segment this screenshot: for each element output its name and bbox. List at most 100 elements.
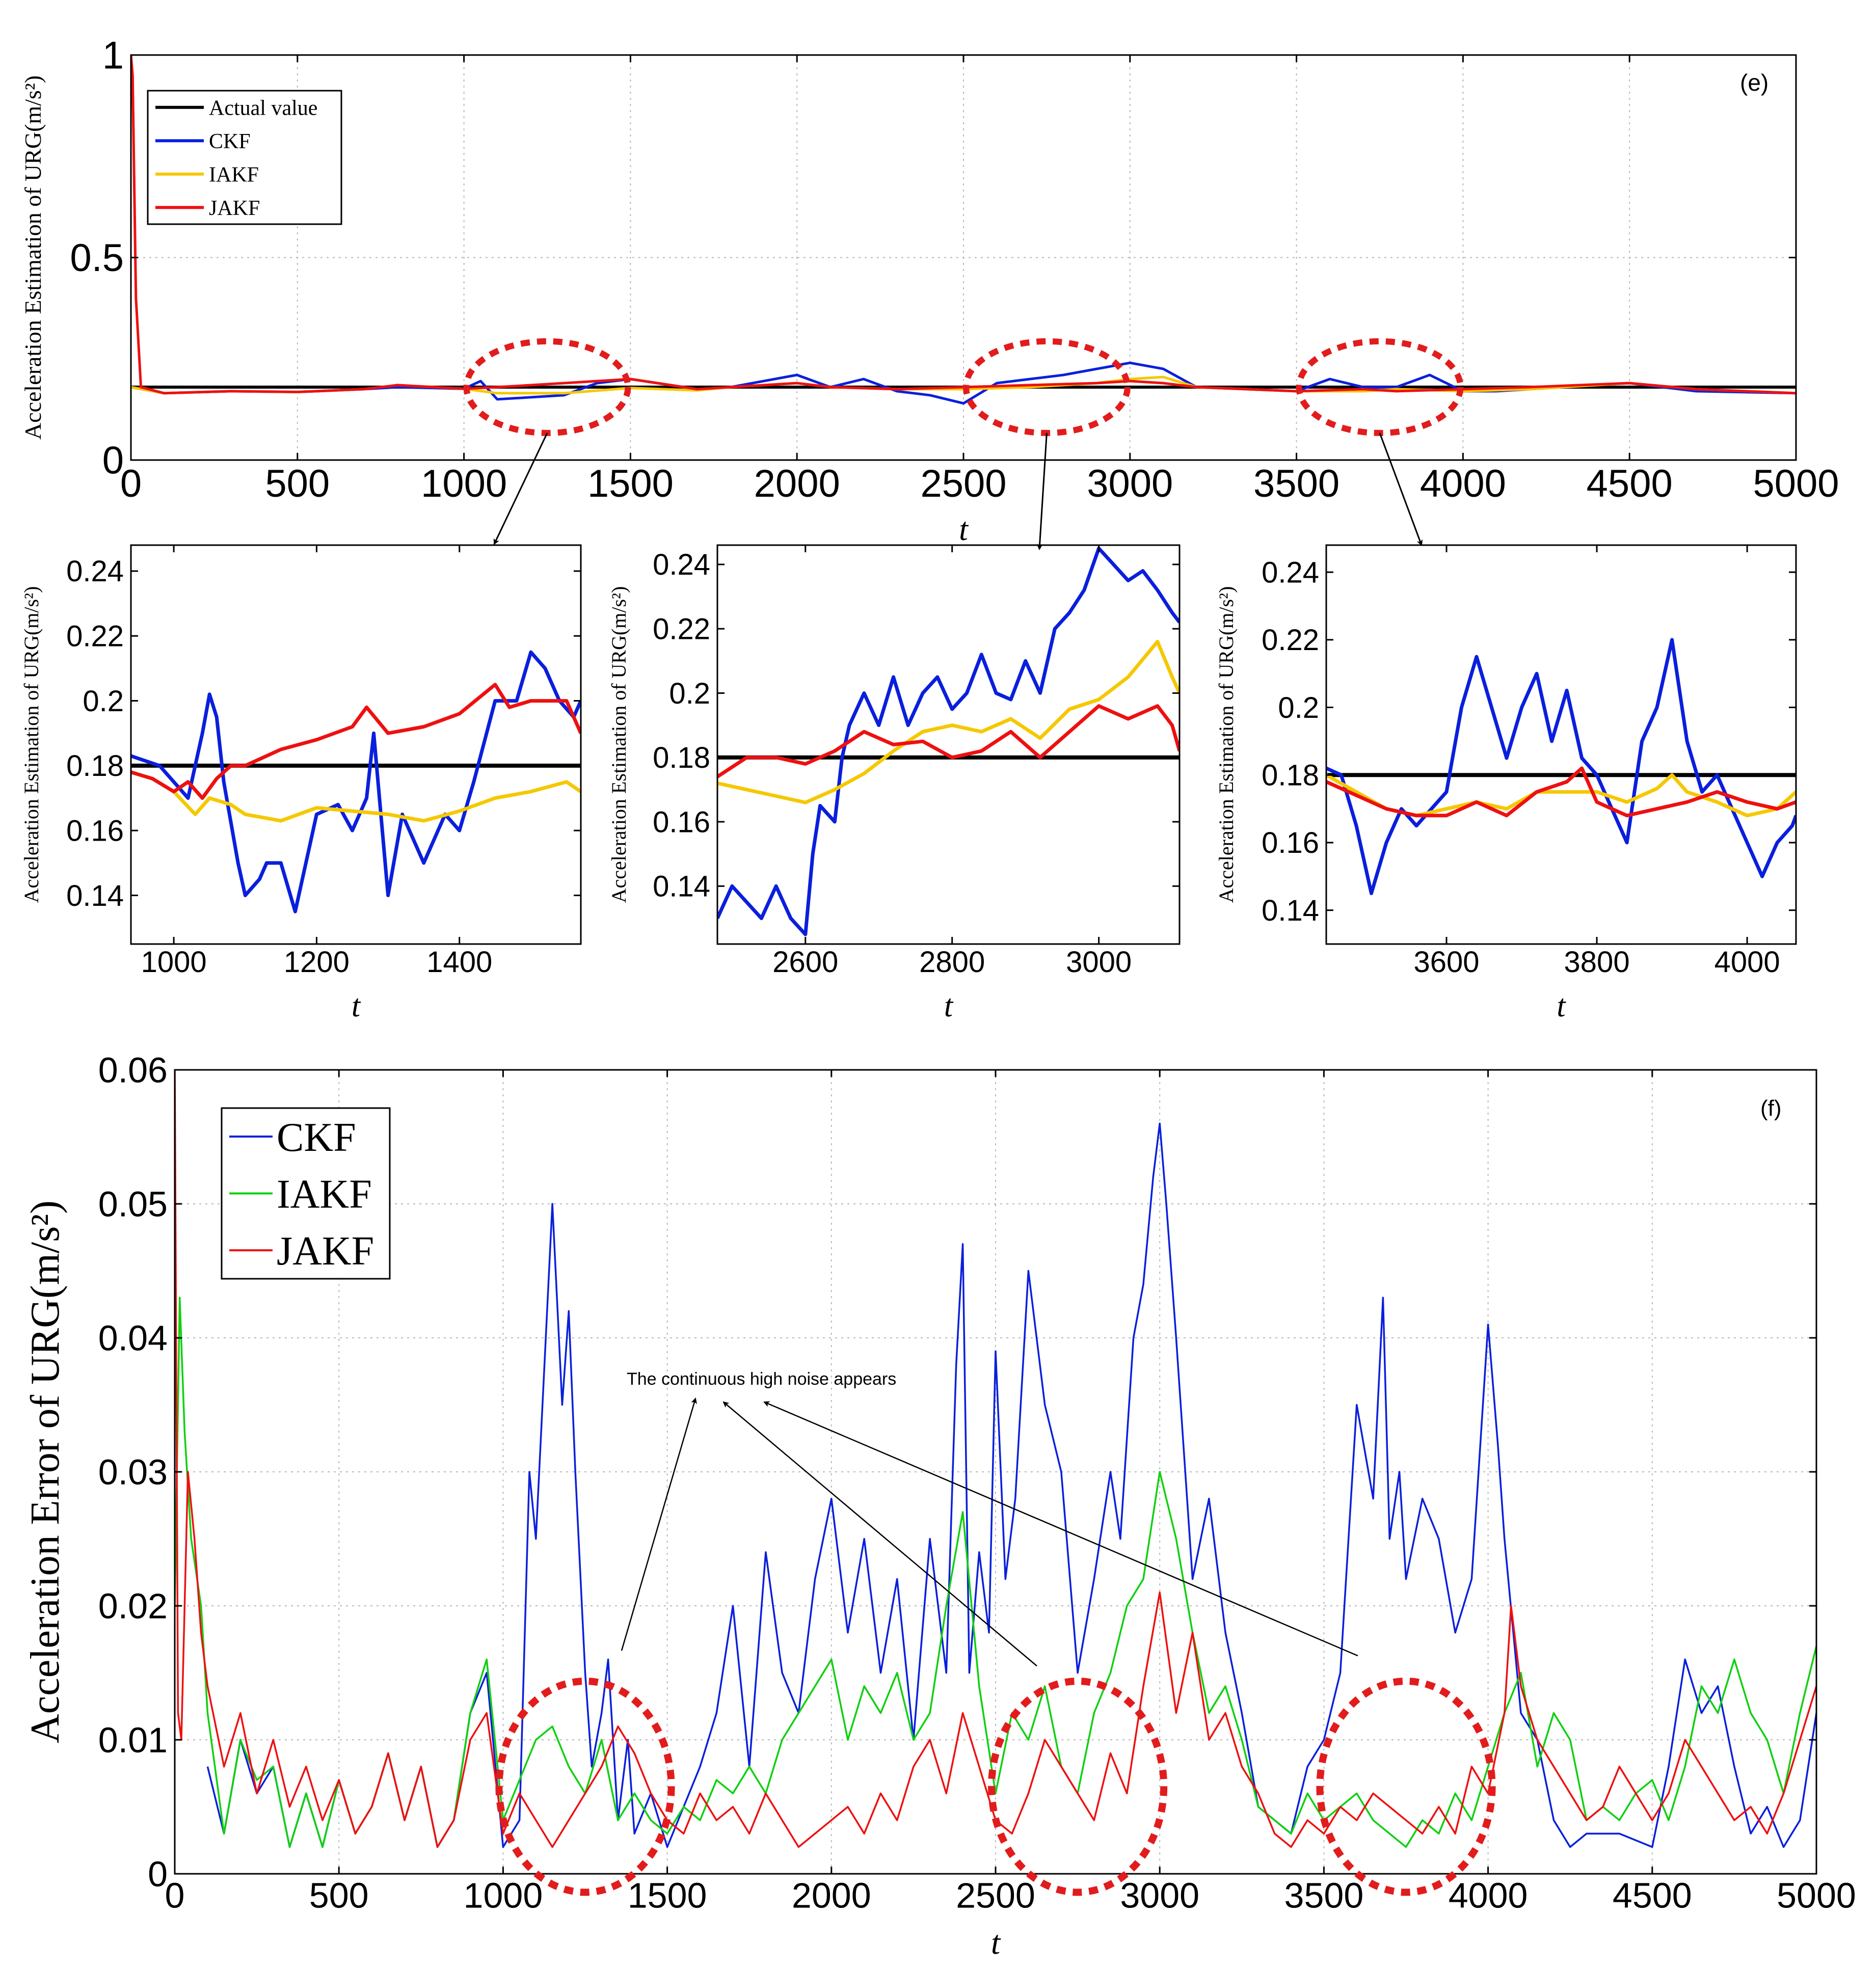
f-ytick-label: 0.05 (98, 1185, 168, 1224)
zoom1-series-jakf (131, 683, 581, 800)
e-xtick-label: 2000 (754, 462, 840, 505)
f-xtick-label: 4000 (1449, 1876, 1528, 1916)
e-xtick-label: 3000 (1087, 462, 1173, 505)
f-xtick-label: 3000 (1120, 1876, 1199, 1916)
e-legend-label: JAKF (209, 197, 260, 220)
f-ytick-label: 0.06 (98, 1051, 168, 1090)
zoom3-series-jakf (1326, 766, 1796, 818)
e-series-jakf (131, 55, 1796, 395)
f-xtick-label: 1000 (464, 1876, 543, 1916)
panel-zoom1-chart: 1000 1200 1400 0.14 0.16 0.18 0.2 0.22 0.24 t Acce… (20, 544, 582, 1024)
zoom1-ytick-label: 0.2 (83, 685, 124, 718)
zoom2-series-iakf (717, 639, 1180, 804)
f-highlight-circle-2 (988, 1677, 1168, 1896)
zoom2-ytick-label: 0.24 (653, 548, 710, 581)
zoom3-x-axis-label: t (1557, 989, 1566, 1024)
zoom3-plot-area (1326, 545, 1796, 944)
zoom2-plot-area (717, 545, 1180, 944)
f-xtick-label: 2000 (792, 1876, 871, 1916)
zoom2-xtick-label: 2600 (772, 946, 838, 979)
zoom1-series-ckf (131, 650, 581, 913)
f-xtick-label: 2500 (956, 1876, 1035, 1916)
zoom1-ytick-label: 0.18 (66, 749, 124, 783)
zoom1-ytick-label: 0.24 (66, 555, 124, 588)
f-panel-label: (f) (1760, 1096, 1782, 1121)
zoom2-axes-frame (716, 544, 1181, 945)
f-xtick-label: 3500 (1284, 1876, 1364, 1916)
zoom3-ytick-label: 0.2 (1278, 691, 1319, 724)
zoom2-ytick-label: 0.16 (653, 805, 710, 839)
panel-e-chart: 0 500 1000 1500 2000 2500 3000 3500 4000 4500 5000… (20, 34, 1839, 547)
f-x-axis-label: t (991, 1924, 1001, 1961)
zoom1-xtick-label: 1400 (426, 946, 492, 979)
f-ytick-label: 0.01 (98, 1720, 168, 1760)
zoom-arrow-1 (493, 433, 548, 545)
zoom2-xtick-label: 2800 (919, 946, 985, 979)
zoom1-plot-area (131, 545, 581, 944)
f-ytick-label: 0 (148, 1854, 168, 1894)
f-xtick-label: 500 (309, 1876, 369, 1916)
f-legend-label: JAKF (277, 1229, 374, 1274)
e-xtick-label: 4000 (1420, 462, 1506, 505)
zoom1-xtick-label: 1000 (141, 946, 207, 979)
zoom1-y-axis-label: Acceleration Estimation of URG(m/s²) (20, 586, 43, 903)
e-y-axis-label: Acceleration Estimation of URG(m/s²) (20, 75, 46, 440)
zoom3-ytick-label: 0.18 (1262, 759, 1319, 792)
f-xtick-label: 4500 (1613, 1876, 1692, 1916)
zoom3-xtick-label: 4000 (1714, 946, 1780, 979)
zoom1-series-iakf (131, 770, 581, 823)
f-xtick-label: 0 (165, 1876, 185, 1916)
e-x-axis-label: t (959, 511, 969, 547)
e-xtick-label: 3500 (1253, 462, 1339, 505)
e-xtick-label: 4500 (1587, 462, 1673, 505)
e-xtick-label: 5000 (1753, 462, 1839, 505)
annotation-arrow-1 (621, 1397, 697, 1651)
zoom1-axes-frame (130, 544, 582, 945)
zoom3-ytick-label: 0.24 (1262, 556, 1319, 589)
f-series-jakf (175, 1070, 1816, 1848)
zoom2-series-ckf (717, 546, 1180, 936)
zoom3-axes-frame (1325, 544, 1797, 945)
f-y-axis-label: Acceleration Error of URG(m/s²) (23, 1200, 68, 1743)
annotation-overlays: The continuous high noise appears (493, 433, 1423, 1666)
e-ytick-label: 0 (102, 439, 124, 482)
f-xtick-label: 5000 (1777, 1876, 1856, 1916)
zoom2-ytick-label: 0.2 (669, 677, 710, 710)
e-legend-label: IAKF (209, 163, 259, 186)
zoom1-xtick-label: 1200 (284, 946, 350, 979)
f-highlight-circle-3 (1316, 1677, 1496, 1896)
annotation-arrow-2 (722, 1401, 1037, 1666)
zoom2-ytick-label: 0.22 (653, 612, 710, 645)
e-xtick-label: 2500 (920, 462, 1006, 505)
zoom-arrow-2 (1036, 433, 1048, 550)
zoom2-x-axis-label: t (944, 989, 954, 1024)
e-legend-box (147, 90, 342, 225)
zoom2-xtick-label: 3000 (1066, 946, 1132, 979)
f-ytick-label: 0.02 (98, 1586, 168, 1626)
panel-f-chart: 0 500 1000 1500 2000 2500 3000 3500 4000 4500 5000… (23, 1051, 1856, 1962)
e-xtick-label: 0 (120, 462, 142, 505)
zoom1-x-axis-label: t (352, 989, 361, 1024)
e-xtick-label: 500 (265, 462, 330, 505)
zoom3-ytick-label: 0.16 (1262, 826, 1319, 859)
zoom3-y-axis-label: Acceleration Estimation of URG(m/s²) (1215, 586, 1238, 903)
zoom3-xtick-label: 3800 (1564, 946, 1630, 979)
f-ytick-label: 0.03 (98, 1452, 168, 1492)
e-ytick-label: 1 (102, 34, 124, 77)
e-legend-label: Actual value (209, 96, 317, 120)
f-ytick-label: 0.04 (98, 1318, 168, 1358)
e-xtick-label: 1000 (421, 462, 507, 505)
e-panel-label: (e) (1740, 69, 1768, 96)
zoom1-ytick-label: 0.16 (66, 814, 124, 847)
zoom3-ytick-label: 0.14 (1262, 894, 1319, 927)
zoom3-xtick-label: 3600 (1414, 946, 1480, 979)
e-legend-label: CKF (209, 130, 251, 153)
e-ytick-label: 0.5 (70, 236, 124, 280)
zoom2-ytick-label: 0.14 (653, 870, 710, 903)
panel-zoom2-chart: 2600 2800 3000 0.14 0.16 0.18 0.2 0.22 0.24 t Acce… (607, 544, 1181, 1024)
f-series-ckf (206, 1122, 1816, 1848)
zoom2-ytick-label: 0.18 (653, 741, 710, 774)
f-legend-label: IAKF (277, 1172, 372, 1217)
annotation-arrow-3 (763, 1401, 1358, 1657)
